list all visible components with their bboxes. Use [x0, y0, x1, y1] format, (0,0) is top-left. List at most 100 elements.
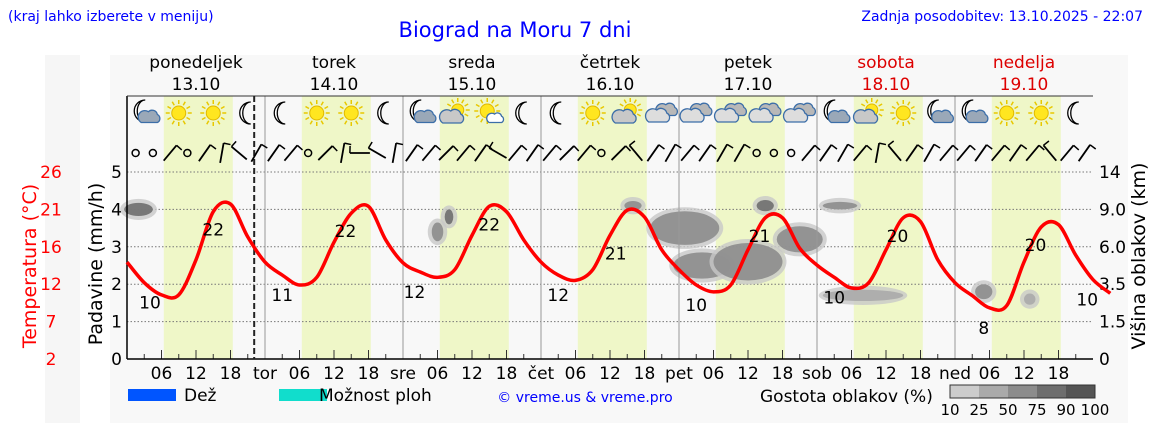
wind-barb-shaft — [508, 144, 523, 162]
sun-ray — [910, 105, 915, 110]
moon-icon — [1067, 101, 1079, 125]
sun-ray — [596, 120, 600, 125]
sun-ray — [623, 99, 627, 104]
sun-ray — [201, 116, 206, 121]
sun-disc — [171, 105, 187, 121]
precip-tick-label: 4 — [111, 200, 122, 220]
wind-barb-flag — [658, 144, 665, 150]
sun-ray — [171, 120, 175, 125]
wind-barb-icon — [283, 144, 304, 162]
sun-ray — [1034, 120, 1038, 125]
density-step-label: 75 — [1027, 401, 1046, 419]
sun-ray — [600, 116, 605, 121]
wind-barb-flag — [814, 144, 821, 151]
wind-barb-icon — [438, 145, 459, 161]
sun-ray — [206, 120, 210, 125]
hour-tick-label: 06 — [841, 364, 863, 384]
sun-ray — [581, 116, 586, 121]
wind-barb-flag — [1073, 144, 1080, 151]
wind-barb-flag — [537, 144, 545, 150]
moon-icon — [377, 101, 389, 125]
wind-barb-flag — [344, 142, 352, 146]
sun-ray — [891, 116, 896, 121]
cloud-blob — [822, 201, 858, 210]
moon-shape — [377, 101, 389, 125]
daylight-band — [577, 96, 647, 359]
sun-ray — [1045, 101, 1049, 106]
location-hint[interactable]: (kraj lahko izberete v meniju) — [8, 9, 214, 25]
cloud-blob — [650, 211, 720, 245]
wind-barb-shaft — [163, 144, 178, 162]
wind-barb-icon — [1077, 144, 1097, 162]
credit-link[interactable]: © vreme.us & vreme.pro — [497, 390, 672, 406]
cloud-shape — [486, 112, 505, 124]
wind-barb-flag — [986, 144, 993, 150]
wind-barb-shaft — [250, 143, 263, 163]
moon-shape — [273, 101, 286, 125]
sun-ray — [320, 101, 324, 106]
daylight-band — [163, 96, 233, 359]
cloud-shape — [748, 107, 774, 123]
sun-ray — [1014, 105, 1019, 110]
hour-tick-label: 18 — [772, 364, 794, 384]
wind-barb-icon — [1060, 144, 1080, 162]
cloud-blob — [431, 222, 444, 242]
moon-shape — [549, 101, 562, 125]
wind-barb-flag — [367, 141, 373, 149]
sun-ray — [600, 105, 605, 110]
sun-ray — [585, 120, 589, 125]
wind-calm-icon — [786, 148, 796, 158]
cloud-blob — [776, 226, 823, 253]
wind-barb-flag — [176, 144, 183, 151]
wind-barb-shaft — [559, 145, 575, 161]
wind-barb-icon — [317, 145, 338, 161]
wind-barb-icon — [698, 144, 717, 162]
wind-barb-shaft — [1077, 144, 1091, 162]
wind-barb-shaft — [1008, 144, 1022, 162]
wind-barb-icon — [887, 140, 902, 162]
cloud-shape — [644, 107, 671, 123]
legend-showers-label: Možnost ploh — [319, 386, 432, 406]
sun-ray — [995, 105, 1000, 110]
sun-ray — [464, 113, 469, 117]
temp-extreme-label: 21 — [749, 227, 771, 247]
moon-icon — [549, 101, 562, 125]
temp-extreme-label: 20 — [1025, 236, 1047, 256]
wind-barb-flag — [1089, 144, 1097, 150]
wind-barb-shaft — [391, 142, 397, 164]
hour-tick-label: 06 — [427, 364, 449, 384]
sun-ray — [355, 120, 359, 125]
sun-ray — [339, 105, 344, 110]
day-name: petek — [724, 53, 772, 73]
sun-ray — [494, 103, 499, 108]
cloud-shape — [413, 109, 437, 124]
wind-barb-shaft — [368, 147, 387, 159]
day-date: 13.10 — [172, 75, 221, 95]
sun-ray — [633, 99, 637, 104]
wind-barb-flag — [395, 142, 404, 146]
cloud-blob — [1024, 293, 1036, 305]
wind-barb-shaft — [874, 142, 880, 164]
hour-tick-label: 12 — [185, 364, 207, 384]
cloud-height-tick-label: 3.5 — [1099, 275, 1126, 295]
day-short-label: ned — [939, 364, 971, 384]
wind-barb-icon — [733, 143, 751, 163]
wind-calm-icon — [148, 148, 158, 158]
sun-ray — [475, 103, 480, 108]
hour-tick-label: 06 — [289, 364, 311, 384]
cloud-shape — [852, 108, 879, 124]
sun-ray — [475, 114, 480, 119]
sun-cloud-icon — [438, 98, 470, 124]
sun-ray — [585, 101, 589, 106]
wind-barb-flag — [933, 143, 941, 149]
moon-cloud-icon — [961, 99, 989, 124]
wind-barb-shaft — [438, 145, 454, 161]
cloud-blob — [444, 209, 454, 225]
wind-barb-shaft — [698, 144, 712, 162]
wind-barb-flag — [917, 144, 924, 150]
legend-rain-label: Dež — [184, 386, 217, 406]
wind-barb-shaft — [610, 145, 627, 161]
wind-barb-shaft — [198, 144, 212, 162]
sun-ray — [1010, 120, 1014, 125]
wind-barb-shaft — [887, 144, 902, 162]
